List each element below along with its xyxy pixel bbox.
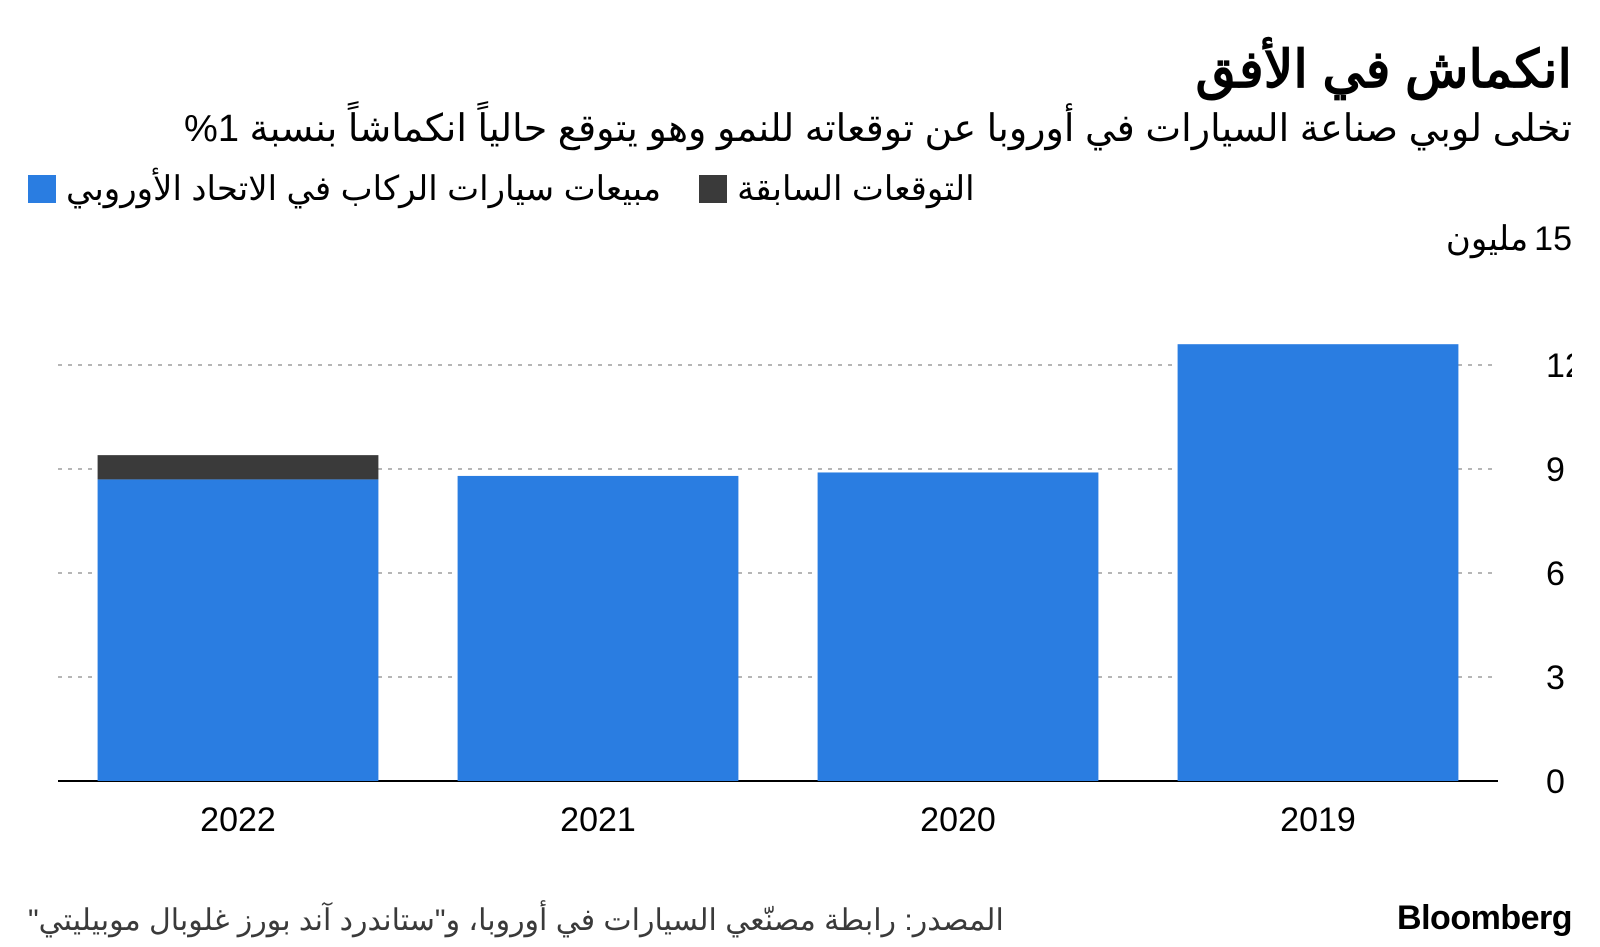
y-axis-unit: 15مليون	[28, 219, 1572, 259]
chart-subtitle: تخلى لوبي صناعة السيارات في أوروبا عن تو…	[28, 106, 1572, 151]
svg-text:2022: 2022	[200, 801, 276, 839]
legend-swatch-series2	[699, 175, 727, 203]
source-label: المصدر: رابطة مصنّعي السيارات في أوروبا،…	[28, 903, 1004, 938]
svg-text:6: 6	[1546, 555, 1565, 593]
legend-label-series2: التوقعات السابقة	[737, 169, 975, 209]
legend-item-series1: مبيعات سيارات الركاب في الاتحاد الأوروبي	[28, 169, 661, 209]
legend-label-series1: مبيعات سيارات الركاب في الاتحاد الأوروبي	[66, 169, 661, 209]
legend: مبيعات سيارات الركاب في الاتحاد الأوروبي…	[28, 169, 1572, 209]
brand-label: Bloomberg	[1397, 899, 1572, 938]
unit-word: مليون	[1446, 220, 1528, 258]
svg-text:3: 3	[1546, 659, 1565, 697]
legend-item-series2: التوقعات السابقة	[699, 169, 975, 209]
chart-title: انكماش في الأفق	[28, 40, 1572, 100]
svg-text:9: 9	[1546, 451, 1565, 489]
svg-text:2021: 2021	[560, 801, 636, 839]
svg-text:2020: 2020	[920, 801, 996, 839]
unit-number: 15	[1534, 220, 1572, 259]
bar-chart-svg: 0 3 6 9 12 2019 2020 2021 2022	[28, 261, 1572, 881]
svg-text:12: 12	[1546, 347, 1572, 385]
svg-text:2019: 2019	[1280, 801, 1356, 839]
svg-text:0: 0	[1546, 763, 1565, 801]
legend-swatch-series1	[28, 175, 56, 203]
chart-area: 0 3 6 9 12 2019 2020 2021 2022	[28, 261, 1572, 881]
